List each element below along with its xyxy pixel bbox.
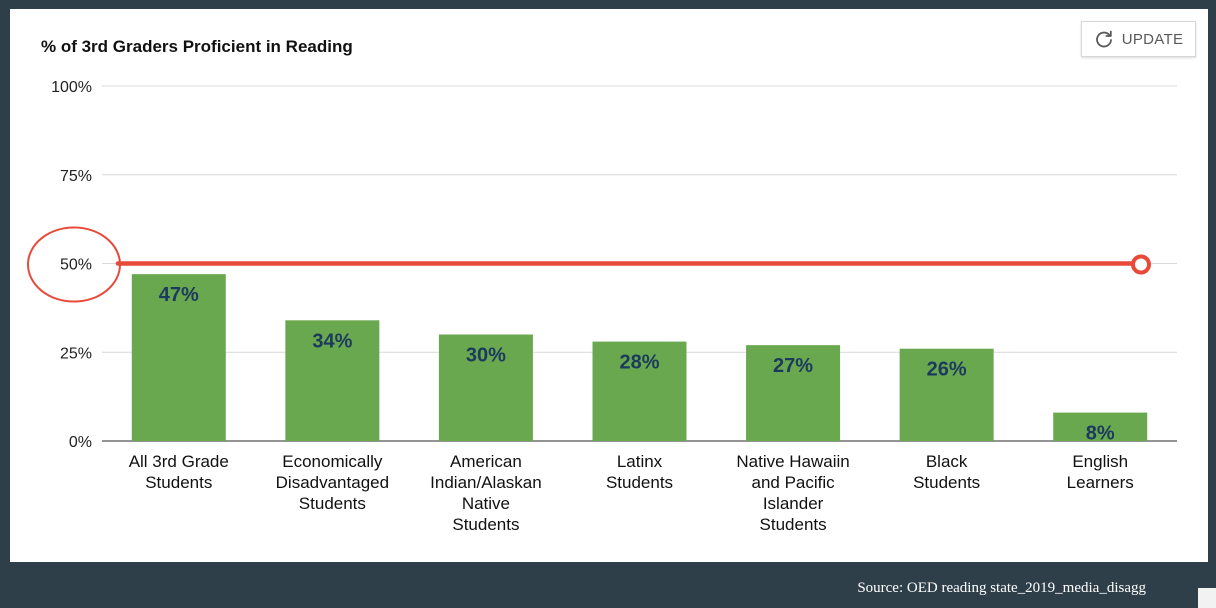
- corner-box: [1198, 588, 1216, 608]
- x-tick-label: American Indian/Alaskan Native Students: [430, 452, 542, 534]
- x-tick-label: Native Hawaiin and Pacific Islander Student…: [736, 452, 849, 534]
- x-tick-label-line: Students: [606, 473, 673, 492]
- chart-title: % of 3rd Graders Proficient in Reading: [41, 37, 353, 56]
- y-tick-label: 100%: [51, 79, 92, 96]
- source-note: Source: OED reading state_2019_media_dis…: [857, 580, 1146, 596]
- y-tick-label: 75%: [60, 168, 92, 185]
- x-tick-label-line: American: [450, 452, 522, 471]
- x-tick-label: Black Students: [913, 452, 980, 492]
- bar-chart: % of 3rd Graders Proficient in Reading 0%…: [27, 37, 1177, 534]
- x-tick-label-line: Black: [926, 452, 968, 471]
- x-tick-label: Latinx Students: [606, 452, 673, 492]
- x-tick-label-line: Students: [913, 473, 980, 492]
- x-tick-label-line: Native: [462, 494, 510, 513]
- x-tick-label-line: Indian/Alaskan: [430, 473, 542, 492]
- x-tick-label-line: Disadvantaged: [276, 473, 389, 492]
- bar-value-label: 47%: [159, 284, 199, 306]
- bar-value-label: 28%: [619, 352, 659, 374]
- x-tick-label: All 3rd Grade Students: [129, 452, 229, 492]
- x-tick-label-line: Native Hawaiin: [736, 452, 849, 471]
- bar-value-label: 30%: [466, 345, 506, 367]
- bar: [746, 345, 841, 441]
- bar-value-label: 27%: [773, 355, 813, 377]
- x-tick-label-line: Islander: [763, 494, 824, 513]
- circled-tick-annotation: [27, 226, 121, 303]
- bar-value-label: 26%: [927, 359, 967, 381]
- bar: [438, 334, 533, 441]
- update-button[interactable]: UPDATE: [1081, 21, 1196, 57]
- x-tick-label-line: Students: [299, 494, 366, 513]
- bar: [592, 341, 687, 441]
- bar: [285, 320, 380, 441]
- x-tick-label-line: Economically: [282, 452, 383, 471]
- bar-value-label: 34%: [312, 330, 352, 352]
- x-tick-label-line: Latinx: [617, 452, 663, 471]
- threshold-endpoint-marker: [1131, 254, 1151, 275]
- x-tick-label-line: Students: [145, 473, 212, 492]
- x-tick-label: English Learners: [1067, 452, 1134, 492]
- x-tick-label-line: Students: [452, 515, 519, 534]
- chart-card: % of 3rd Graders Proficient in Reading 0%…: [10, 9, 1208, 562]
- x-tick-label-line: and Pacific: [751, 473, 835, 492]
- y-tick-label: 0%: [69, 434, 92, 451]
- bar: [899, 348, 994, 441]
- y-tick-label: 25%: [60, 345, 92, 362]
- bar: [131, 274, 226, 441]
- x-tick-label-line: Students: [760, 515, 827, 534]
- update-label: UPDATE: [1121, 30, 1184, 48]
- refresh-icon: [1094, 29, 1114, 49]
- x-tick-label-line: Learners: [1067, 473, 1134, 492]
- bar: [1053, 412, 1148, 441]
- bar-value-label: 8%: [1086, 423, 1115, 445]
- y-tick-label: 50%: [60, 257, 92, 274]
- x-tick-label: Economically Disadvantaged Students: [276, 452, 389, 513]
- x-tick-label-line: English: [1072, 452, 1128, 471]
- x-tick-label-line: All 3rd Grade: [129, 452, 229, 471]
